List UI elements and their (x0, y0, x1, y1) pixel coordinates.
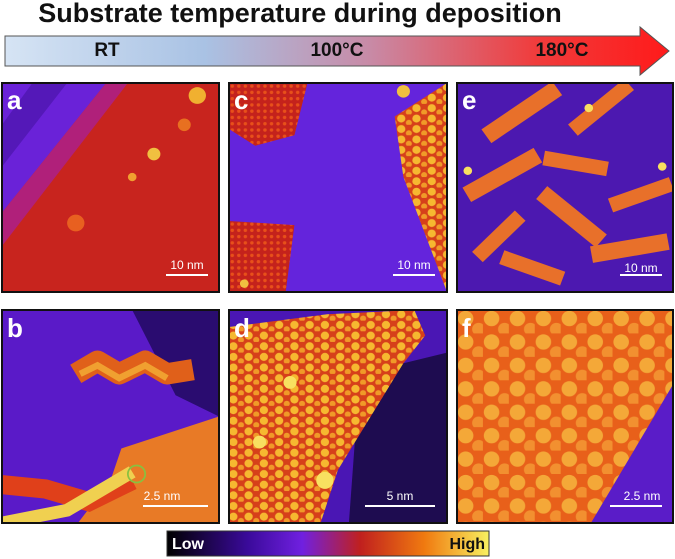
panel-label: a (7, 85, 22, 115)
scale-bar-label: 2.5 nm (144, 489, 181, 503)
scale-bar-label: 10 nm (170, 258, 203, 272)
panel-label: d (234, 313, 250, 343)
panel-label: b (7, 313, 23, 343)
colorbar-high: High (449, 536, 485, 553)
stm-image (2, 83, 219, 292)
stm-image (2, 310, 219, 523)
stm-image (457, 83, 673, 292)
scale-bar-label: 2.5 nm (624, 489, 661, 503)
panel-label: c (234, 85, 248, 115)
panel-label: e (462, 85, 476, 115)
temp-label: 100°C (310, 40, 363, 61)
colorbar (166, 530, 490, 557)
figure-title: Substrate temperature during deposition (38, 0, 562, 28)
scale-bars (143, 274, 662, 507)
colorbar-low: Low (172, 536, 205, 553)
stm-image (229, 83, 447, 292)
scale-bar-label: 5 nm (387, 489, 414, 503)
stm-image (229, 310, 447, 523)
scale-bar-label: 10 nm (624, 261, 657, 275)
temperature-arrow (4, 25, 670, 77)
stm-image (457, 310, 673, 523)
panel-labels: a b c d e f (7, 85, 476, 343)
temp-label: 180°C (535, 40, 588, 61)
scale-bar-label: 10 nm (397, 258, 430, 272)
panel-label: f (462, 313, 471, 343)
temp-label: RT (94, 40, 120, 61)
